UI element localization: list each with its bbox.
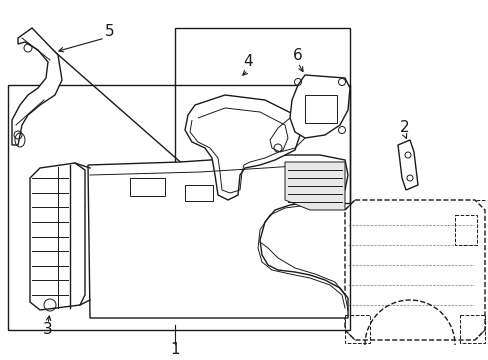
Bar (184, 185, 213, 201)
Text: 5: 5 (105, 24, 115, 40)
Polygon shape (88, 155, 347, 318)
Polygon shape (12, 28, 62, 145)
Text: 1: 1 (170, 342, 180, 357)
Bar (305, 95, 336, 123)
Polygon shape (184, 95, 299, 200)
Polygon shape (397, 140, 417, 190)
Bar (175, 28, 349, 203)
Bar (345, 315, 369, 343)
Text: 4: 4 (243, 54, 252, 69)
Text: 6: 6 (292, 48, 302, 63)
Polygon shape (285, 162, 345, 210)
Polygon shape (30, 163, 85, 310)
Text: 2: 2 (399, 121, 409, 135)
Bar (459, 315, 484, 343)
Bar (130, 178, 164, 196)
Text: 3: 3 (43, 323, 53, 338)
Polygon shape (345, 200, 484, 340)
Bar (454, 215, 476, 245)
Polygon shape (289, 75, 349, 138)
